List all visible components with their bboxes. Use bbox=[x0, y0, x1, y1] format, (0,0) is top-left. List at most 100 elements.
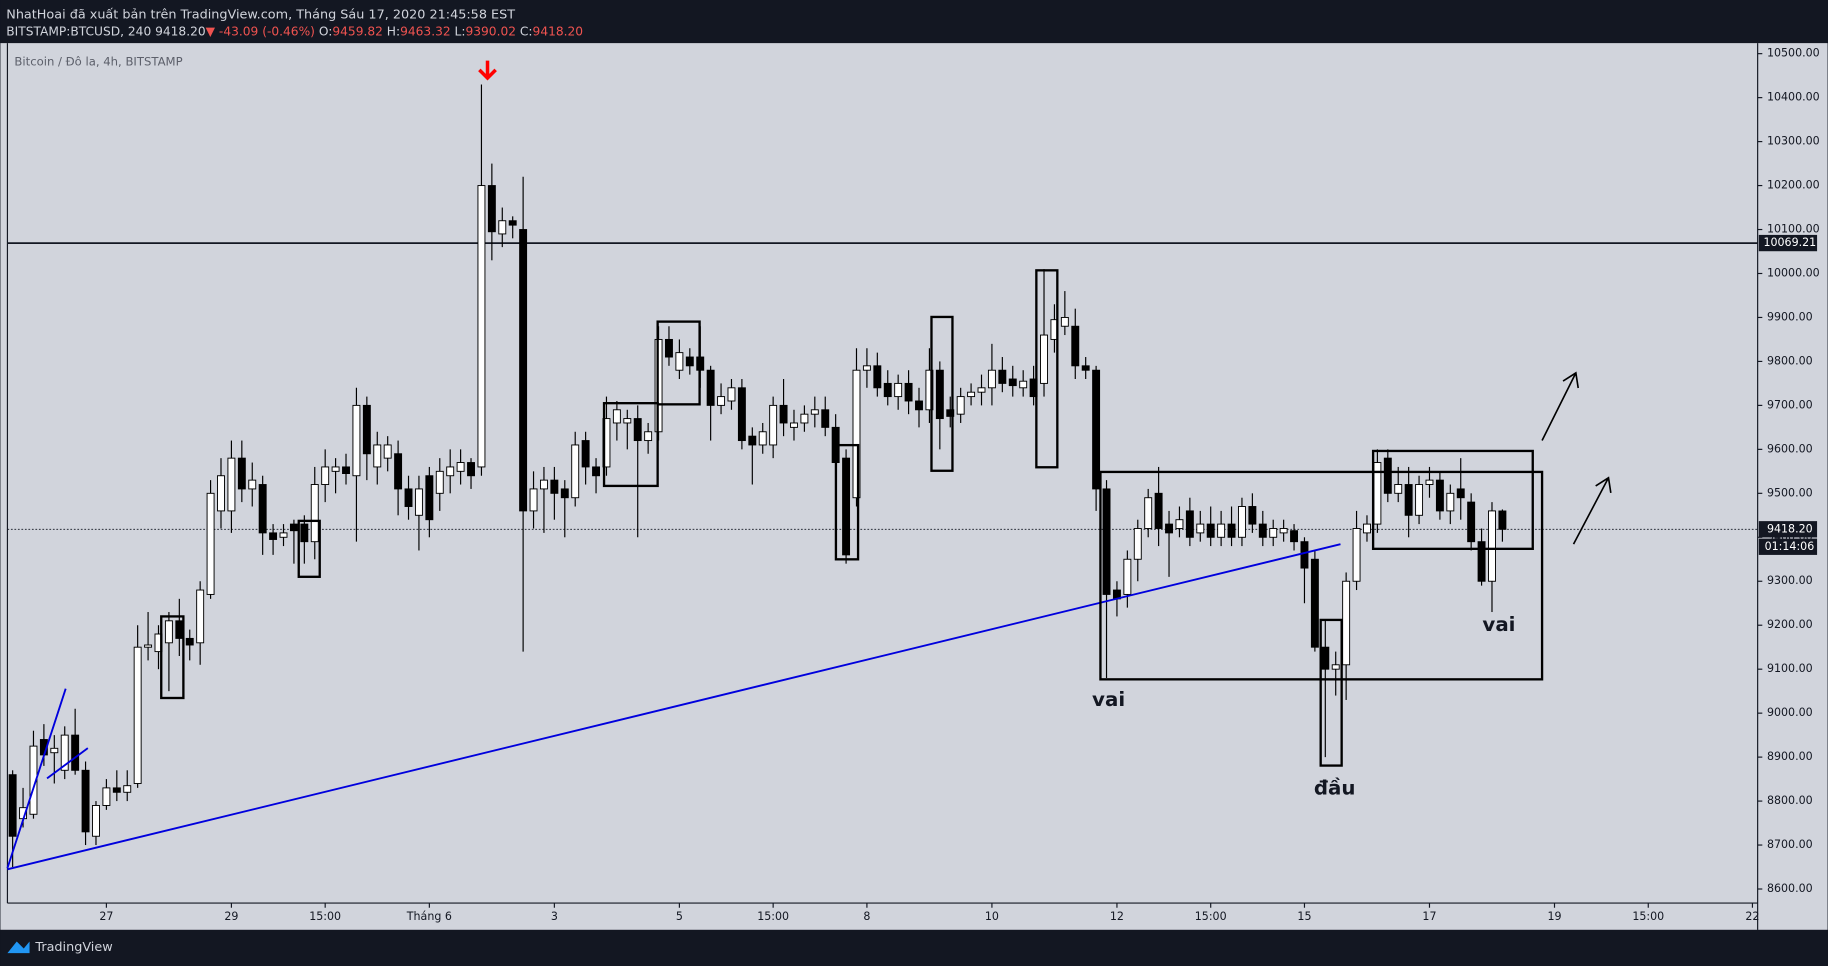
logo bbox=[7, 941, 30, 954]
ohlc-value: 9418.20 bbox=[533, 24, 584, 38]
ohlc-label: C: bbox=[520, 24, 533, 38]
candle-body bbox=[414, 488, 423, 516]
candle-body bbox=[477, 185, 486, 468]
candle-body bbox=[321, 466, 330, 485]
candle-body bbox=[435, 470, 444, 494]
candle-body bbox=[1321, 646, 1330, 670]
last-price-label: 9418.20 bbox=[1767, 522, 1813, 535]
arrow bbox=[1572, 476, 1612, 545]
candle-body bbox=[592, 466, 601, 477]
candle-body bbox=[1217, 523, 1226, 538]
y-tick-label: 8900.00 bbox=[1767, 750, 1813, 763]
x-tick-label: 3 bbox=[551, 910, 558, 923]
trend-line bbox=[6, 688, 67, 869]
candle-body bbox=[894, 382, 903, 398]
candle-body bbox=[1425, 479, 1434, 485]
candle-body bbox=[1248, 506, 1257, 525]
plot-background bbox=[0, 43, 1828, 930]
down-arrow bbox=[478, 60, 497, 81]
candle-body bbox=[977, 387, 986, 393]
candle-body bbox=[1300, 541, 1309, 569]
candle-body bbox=[8, 774, 17, 837]
candle-body bbox=[508, 220, 517, 226]
candle-body bbox=[1237, 506, 1246, 538]
candle-body bbox=[237, 457, 246, 490]
y-tick-label: 8600.00 bbox=[1767, 882, 1813, 895]
y-tick-label: 9100.00 bbox=[1767, 662, 1813, 675]
candle-body bbox=[1467, 501, 1476, 543]
candle-body bbox=[1342, 580, 1351, 666]
candle-body bbox=[862, 365, 871, 371]
candle-body bbox=[81, 769, 90, 833]
candle-body bbox=[1092, 369, 1101, 490]
candle-body bbox=[519, 229, 528, 512]
candle-body bbox=[904, 382, 913, 402]
x-tick-label: 29 bbox=[224, 910, 238, 923]
candle-body bbox=[539, 479, 548, 490]
candle-body bbox=[685, 356, 694, 367]
candle-body bbox=[550, 479, 559, 494]
y-tick-label: 10100.00 bbox=[1767, 223, 1820, 236]
candle-body bbox=[987, 369, 996, 389]
candle-body bbox=[1071, 325, 1080, 367]
box bbox=[602, 402, 659, 488]
candle-body bbox=[300, 523, 309, 543]
trend-line bbox=[46, 747, 89, 780]
candle-body bbox=[727, 387, 736, 402]
trend-lines bbox=[6, 543, 1341, 871]
countdown: 01:14:06 bbox=[1765, 540, 1815, 553]
candle-body bbox=[883, 382, 892, 398]
candle-body bbox=[342, 466, 350, 475]
candle-body bbox=[1269, 528, 1278, 538]
candle-body bbox=[60, 734, 69, 771]
candle-body bbox=[1060, 316, 1069, 327]
y-tick-label: 9200.00 bbox=[1767, 618, 1813, 631]
candle-body bbox=[1290, 530, 1299, 543]
candle-body bbox=[758, 431, 767, 446]
x-tick-label: 15:00 bbox=[309, 910, 341, 923]
box bbox=[930, 315, 954, 472]
y-tick-label: 9300.00 bbox=[1767, 574, 1813, 587]
candle-body bbox=[1175, 519, 1184, 529]
candle-body bbox=[1404, 484, 1413, 516]
y-tick-label: 8700.00 bbox=[1767, 838, 1813, 851]
candle-body bbox=[1144, 497, 1153, 529]
box bbox=[1035, 269, 1059, 469]
candle-body bbox=[331, 466, 340, 472]
candle-body bbox=[1185, 510, 1194, 538]
candle-body bbox=[810, 409, 819, 415]
watermark: Bitcoin / Đô la, 4h, BITSTAMP bbox=[14, 54, 182, 68]
candle-body bbox=[1488, 510, 1496, 582]
x-tick-label: 17 bbox=[1422, 910, 1436, 923]
candle-body bbox=[1279, 528, 1288, 534]
candle-body bbox=[1196, 523, 1205, 534]
candle-body bbox=[967, 391, 976, 398]
candle-body bbox=[1352, 528, 1361, 582]
candle-body bbox=[310, 484, 319, 543]
candle-body bbox=[946, 409, 955, 417]
y-tick-label: 10300.00 bbox=[1767, 135, 1820, 148]
candle-body bbox=[1394, 484, 1403, 494]
candle-body bbox=[1165, 523, 1173, 534]
candle-body bbox=[227, 457, 236, 512]
annotation: vai bbox=[1482, 613, 1515, 636]
candle-body bbox=[71, 734, 80, 771]
ohlc-label: H: bbox=[387, 24, 400, 38]
candle-body bbox=[362, 404, 371, 455]
candle-body bbox=[748, 435, 757, 446]
candle-body bbox=[1446, 492, 1455, 512]
candle-body bbox=[269, 532, 278, 540]
candle-body bbox=[102, 787, 111, 806]
x-tick-label: 12 bbox=[1110, 910, 1124, 923]
box bbox=[1319, 618, 1343, 767]
price: 9418.20 bbox=[155, 24, 206, 38]
annotation: đầu bbox=[1314, 776, 1356, 799]
candle-body bbox=[581, 440, 590, 468]
candle-body bbox=[487, 185, 496, 233]
candle-body bbox=[873, 365, 882, 389]
publisher: NhatHoai đã xuất bản trên TradingView.co… bbox=[6, 8, 515, 23]
candle-body bbox=[258, 484, 267, 534]
candle-body bbox=[383, 444, 392, 459]
